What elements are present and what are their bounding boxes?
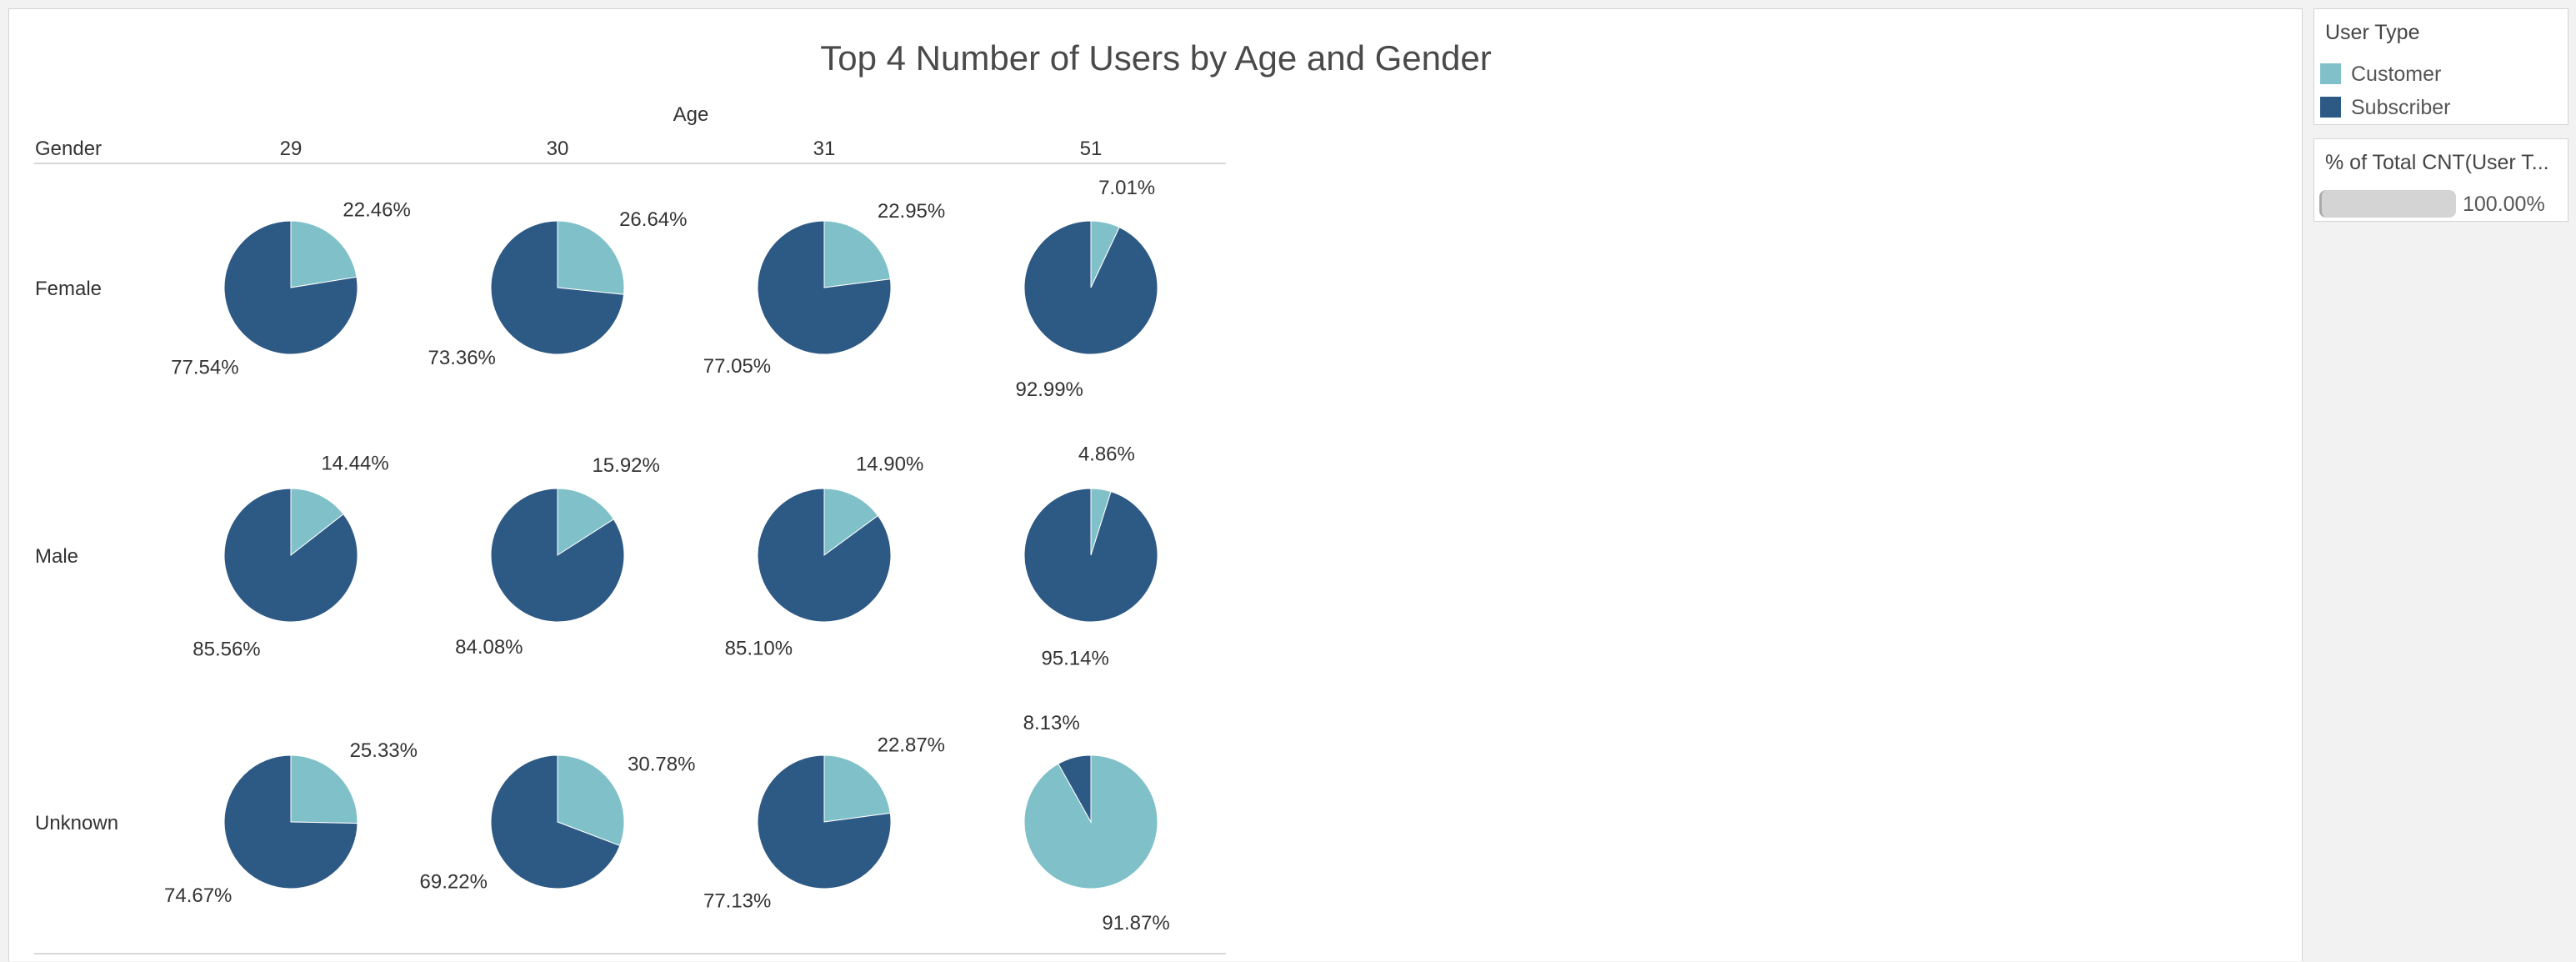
legend-title: User Type [2325,21,2420,44]
data-label-customer-unknown-51: 91.87% [1102,912,1169,934]
pie-grid-chart: Top 4 Number of Users by Age and Gender A… [34,38,1492,954]
legend-label-subscriber: Subscriber [2351,96,2451,119]
data-label-subscriber-unknown-51: 8.13% [1023,712,1080,734]
side-panel: User Type Customer Subscriber % of Total… [2305,0,2576,961]
pie-slice-subscriber-unknown-51 [1058,754,1092,824]
row-header: Gender [35,138,102,160]
data-label-customer-female-31: 22.95% [878,200,945,223]
legend-label-customer: Customer [2351,63,2442,86]
chart-area: Top 4 Number of Users by Age and Gender A… [8,8,2303,961]
data-label-subscriber-male-29: 85.56% [193,638,260,660]
legend-swatch-subscriber [2320,97,2341,118]
pie-slice-customer-unknown-31 [823,754,891,823]
pie-slice-subscriber-female-29 [223,220,358,355]
data-label-subscriber-unknown-30: 69.22% [420,870,488,893]
column-label-30: 30 [547,138,569,160]
column-header: Age [673,103,709,126]
column-label-31: 31 [813,138,836,160]
pie-slice-subscriber-unknown-30 [490,754,621,889]
data-label-customer-female-30: 26.64% [619,208,687,231]
data-label-customer-unknown-31: 22.87% [878,734,945,757]
data-label-customer-male-51: 4.86% [1078,443,1135,465]
data-label-subscriber-male-30: 84.08% [455,636,523,659]
pie-slice-subscriber-unknown-29 [223,754,358,889]
pie-slice-subscriber-male-30 [490,488,625,623]
pie-slice-subscriber-male-51 [1023,488,1158,623]
pie-slice-subscriber-female-31 [757,220,892,355]
row-label-unknown: Unknown [35,812,118,834]
pie-slice-customer-unknown-29 [290,754,358,824]
legend-swatch-customer [2320,63,2341,84]
data-label-subscriber-female-29: 77.54% [171,356,238,378]
data-label-subscriber-female-31: 77.05% [703,355,771,378]
data-label-customer-male-29: 14.44% [321,453,388,475]
size-legend-bar [2319,190,2456,218]
data-label-customer-female-29: 22.46% [343,199,410,222]
legend-item-customer[interactable]: Customer [2320,61,2562,86]
legend-item-subscriber[interactable]: Subscriber [2320,94,2562,119]
data-label-customer-unknown-29: 25.33% [350,739,418,762]
data-label-subscriber-unknown-29: 74.67% [164,884,232,907]
data-label-customer-male-31: 14.90% [856,453,923,475]
data-label-customer-male-30: 15.92% [592,454,659,477]
pie-slice-subscriber-female-30 [490,220,625,355]
data-label-customer-female-51: 7.01% [1098,177,1155,199]
pie-slice-subscriber-male-29 [223,488,358,623]
row-label-female: Female [35,278,102,300]
pie-slice-customer-female-29 [290,220,358,288]
data-label-subscriber-female-51: 92.99% [1016,378,1083,401]
pie-slice-customer-male-29 [290,488,344,557]
pie-slice-subscriber-unknown-31 [757,754,892,889]
color-legend: User Type Customer Subscriber [2313,8,2568,125]
pie-slice-customer-male-30 [557,488,615,556]
data-label-subscriber-unknown-31: 77.13% [703,889,771,912]
pie-slice-customer-female-30 [557,220,625,295]
pie-slice-customer-unknown-30 [557,754,625,847]
data-label-subscriber-male-51: 95.14% [1041,648,1108,670]
column-label-29: 29 [280,138,303,160]
size-legend-title: % of Total CNT(User T... [2325,151,2549,174]
size-legend: % of Total CNT(User T... 100.00% [2313,138,2568,222]
pie-slice-subscriber-female-51 [1023,220,1158,355]
column-label-51: 51 [1080,138,1103,160]
row-label-male: Male [35,545,78,568]
pie-slice-customer-male-31 [823,488,879,556]
size-legend-value: 100.00% [2463,193,2545,216]
data-label-subscriber-female-30: 73.36% [428,347,496,369]
data-label-customer-unknown-30: 30.78% [628,754,695,776]
data-label-subscriber-male-31: 85.10% [725,638,793,660]
chart-title: Top 4 Number of Users by Age and Gender [820,38,1491,78]
pie-slice-subscriber-male-31 [757,488,892,623]
pie-slice-customer-female-31 [823,220,891,288]
